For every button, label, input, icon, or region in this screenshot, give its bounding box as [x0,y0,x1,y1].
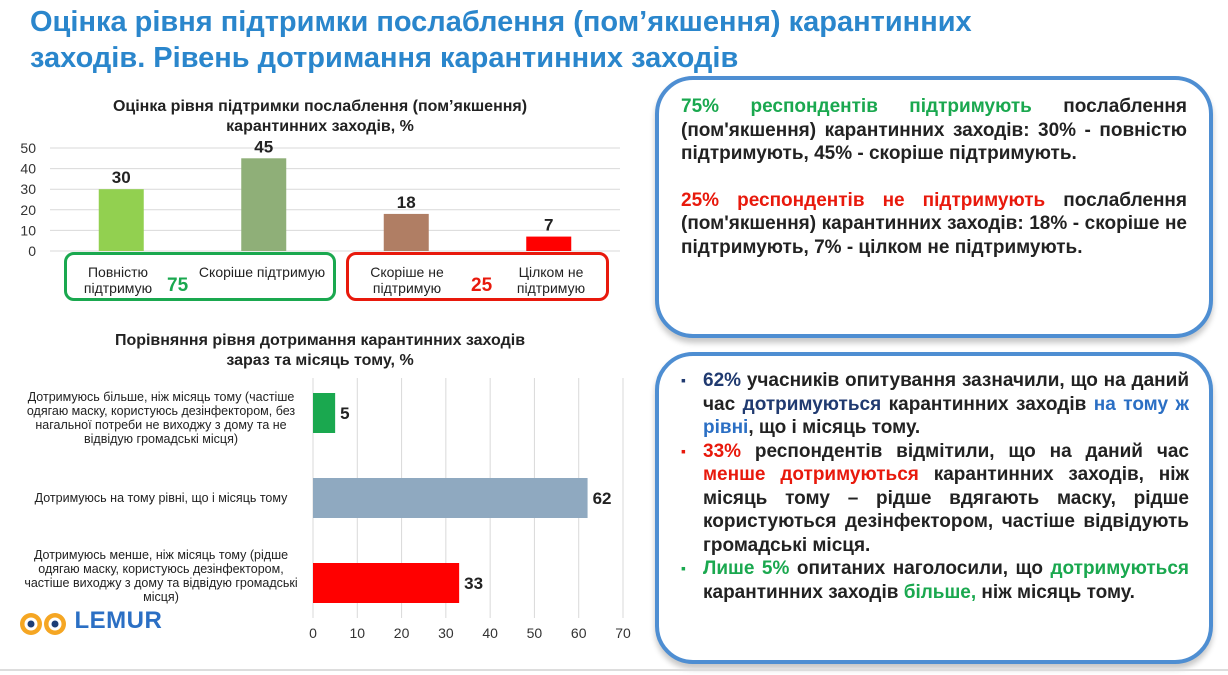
bullet-same-highlight-2: на тому ж рівні [703,393,1189,439]
page-title-line-1: Оцінка рівня підтримки послаблення (пом’… [30,6,972,38]
compliance-summary-list: ▪ 62% учасників опитування зазначили, що … [679,369,1189,604]
lemur-eyes-icon [20,612,66,635]
y-tick-label: 50 [20,140,36,156]
bullet-more-text-2: карантинних заходів [703,581,904,603]
bullet-less-text-1: респондентів відмітили, що на даний час [741,440,1189,462]
data-label: 7 [544,216,553,235]
compliance-summary-callout: ▪ 62% учасників опитування зазначили, що … [655,352,1213,664]
y-tick-label: 0 [28,243,36,259]
y-tick-label: 30 [20,181,36,197]
y-tick-label: 10 [20,222,36,238]
category-label-rather-not-support: Скоріше не підтримую [370,264,444,296]
bullet-marker: ▪ [681,372,686,388]
support-bar-chart: 0 10 20 30 40 50 30 45 18 7 [20,137,620,259]
chart2-title: Порівняння рівня дотримання карантинних … [30,331,610,371]
data-label: 5 [340,404,349,423]
bar [383,213,429,251]
bullet-more-text-3: ніж місяць тому. [976,581,1135,603]
bullet-marker: ▪ [681,442,686,459]
x-tick-label: 50 [527,625,543,641]
bullet-more-highlight-3: більше, [903,581,977,603]
bar [98,189,144,251]
data-label: 18 [397,193,416,212]
support-group-box: Повністю підтримую 75 Скоріше підтримую [64,252,336,301]
chart1-title-line-1: Оцінка рівня підтримки послаблення (пом’… [112,98,528,115]
bar [241,158,287,251]
support-summary-text: 75% респондентів підтримують послаблення… [681,95,1187,166]
compliance-bar-chart: 0 10 20 30 40 50 60 70 5 62 33 [309,378,631,641]
oppose-group-box: Скоріше не підтримую 25 Цілком не підтриму… [346,252,609,301]
page-title-line-2: заходів. Рівень дотримання карантинних з… [30,42,739,74]
chart1-title: Оцінка рівня підтримки послаблення (пом’… [40,97,600,137]
hbar-category-label-more: Дотримуюсь більше, ніж місяць тому (част… [26,390,296,446]
hbar-category-label-less: Дотримуюсь менше, ніж місяць тому (рідше… [24,548,298,604]
data-label: 30 [112,168,131,187]
x-tick-label: 20 [394,625,410,641]
bar [313,563,460,603]
data-label: 45 [254,137,273,156]
x-tick-label: 0 [309,625,317,641]
category-label-not-support-at-all: Цілком не підтримую [516,264,586,296]
compliance-bullet-less: ▪ 33% респондентів відмітили, що на даний… [679,440,1189,558]
x-tick-label: 10 [349,625,365,641]
bullet-more-highlight-2: дотримуються [1050,558,1190,579]
bullet-less-highlight: менше дотримуються [703,464,919,485]
x-tick-label: 30 [438,625,454,641]
lemur-logo: LEMUR [18,607,162,639]
chart2-title-line-2: зараз та місяць тому, % [226,352,414,369]
chart1-title-line-2: карантинних заходів, % [226,118,414,135]
category-label-rather-support: Скоріше підтримую [198,264,326,280]
bullet-same-pct: 62% [703,370,742,391]
bar [313,478,588,518]
support-summary-rest: послаблення (пом'якшення) карантинних за… [681,96,1187,164]
support-total: 75 [167,275,189,296]
bullet-less-text-2: карантинних заходів, ніж місяць тому – р… [703,464,1189,556]
bullet-same-text-1: учасників опитування зазначили, що на да… [703,370,1189,415]
support-summary-highlight: 75% респондентів підтримують [681,96,1032,117]
logo-text: LEMUR [74,607,163,634]
data-label: 62 [593,489,612,508]
oppose-summary-rest: послаблення (пом'якшення) карантинних за… [681,189,1187,258]
compliance-bullet-more: ▪ Лише 5% опитаних наголосили, що дотриму… [679,557,1189,604]
x-tick-label: 70 [615,625,631,641]
hbar-category-label-same: Дотримуюсь на тому рівні, що і місяць то… [34,491,288,505]
category-label-fully-support: Повністю підтримую [83,264,153,296]
bullet-same-highlight-1: дотримуються [742,393,882,415]
support-summary-callout: 75% респондентів підтримують послаблення… [655,76,1213,338]
bullet-marker: ▪ [681,560,686,576]
bullet-more-highlight-1: Лише 5% [703,558,790,579]
page-title: Оцінка рівня підтримки послаблення (пом’… [30,4,1180,76]
bullet-same-text-2: карантинних заходів [881,393,1094,415]
bar [313,393,336,433]
y-tick-label: 40 [20,161,36,177]
oppose-total: 25 [471,275,493,296]
y-tick-label: 20 [20,202,36,218]
oppose-summary-highlight: 25% респондентів не підтримують [681,189,1046,211]
bullet-more-text-1: опитаних наголосили, що [789,558,1051,579]
chart2-title-line-1: Порівняння рівня дотримання карантинних … [114,332,526,349]
footer-divider [0,669,1228,671]
compliance-bullet-same: ▪ 62% учасників опитування зазначили, що … [679,369,1189,440]
x-tick-label: 40 [482,625,498,641]
bar [526,236,572,251]
x-tick-label: 60 [571,625,587,641]
data-label: 33 [464,574,483,593]
bullet-same-text-3: , що і місяць тому. [748,417,921,438]
oppose-summary-text: 25% респондентів не підтримують послабле… [681,189,1187,260]
bullet-less-pct: 33% [703,440,742,462]
